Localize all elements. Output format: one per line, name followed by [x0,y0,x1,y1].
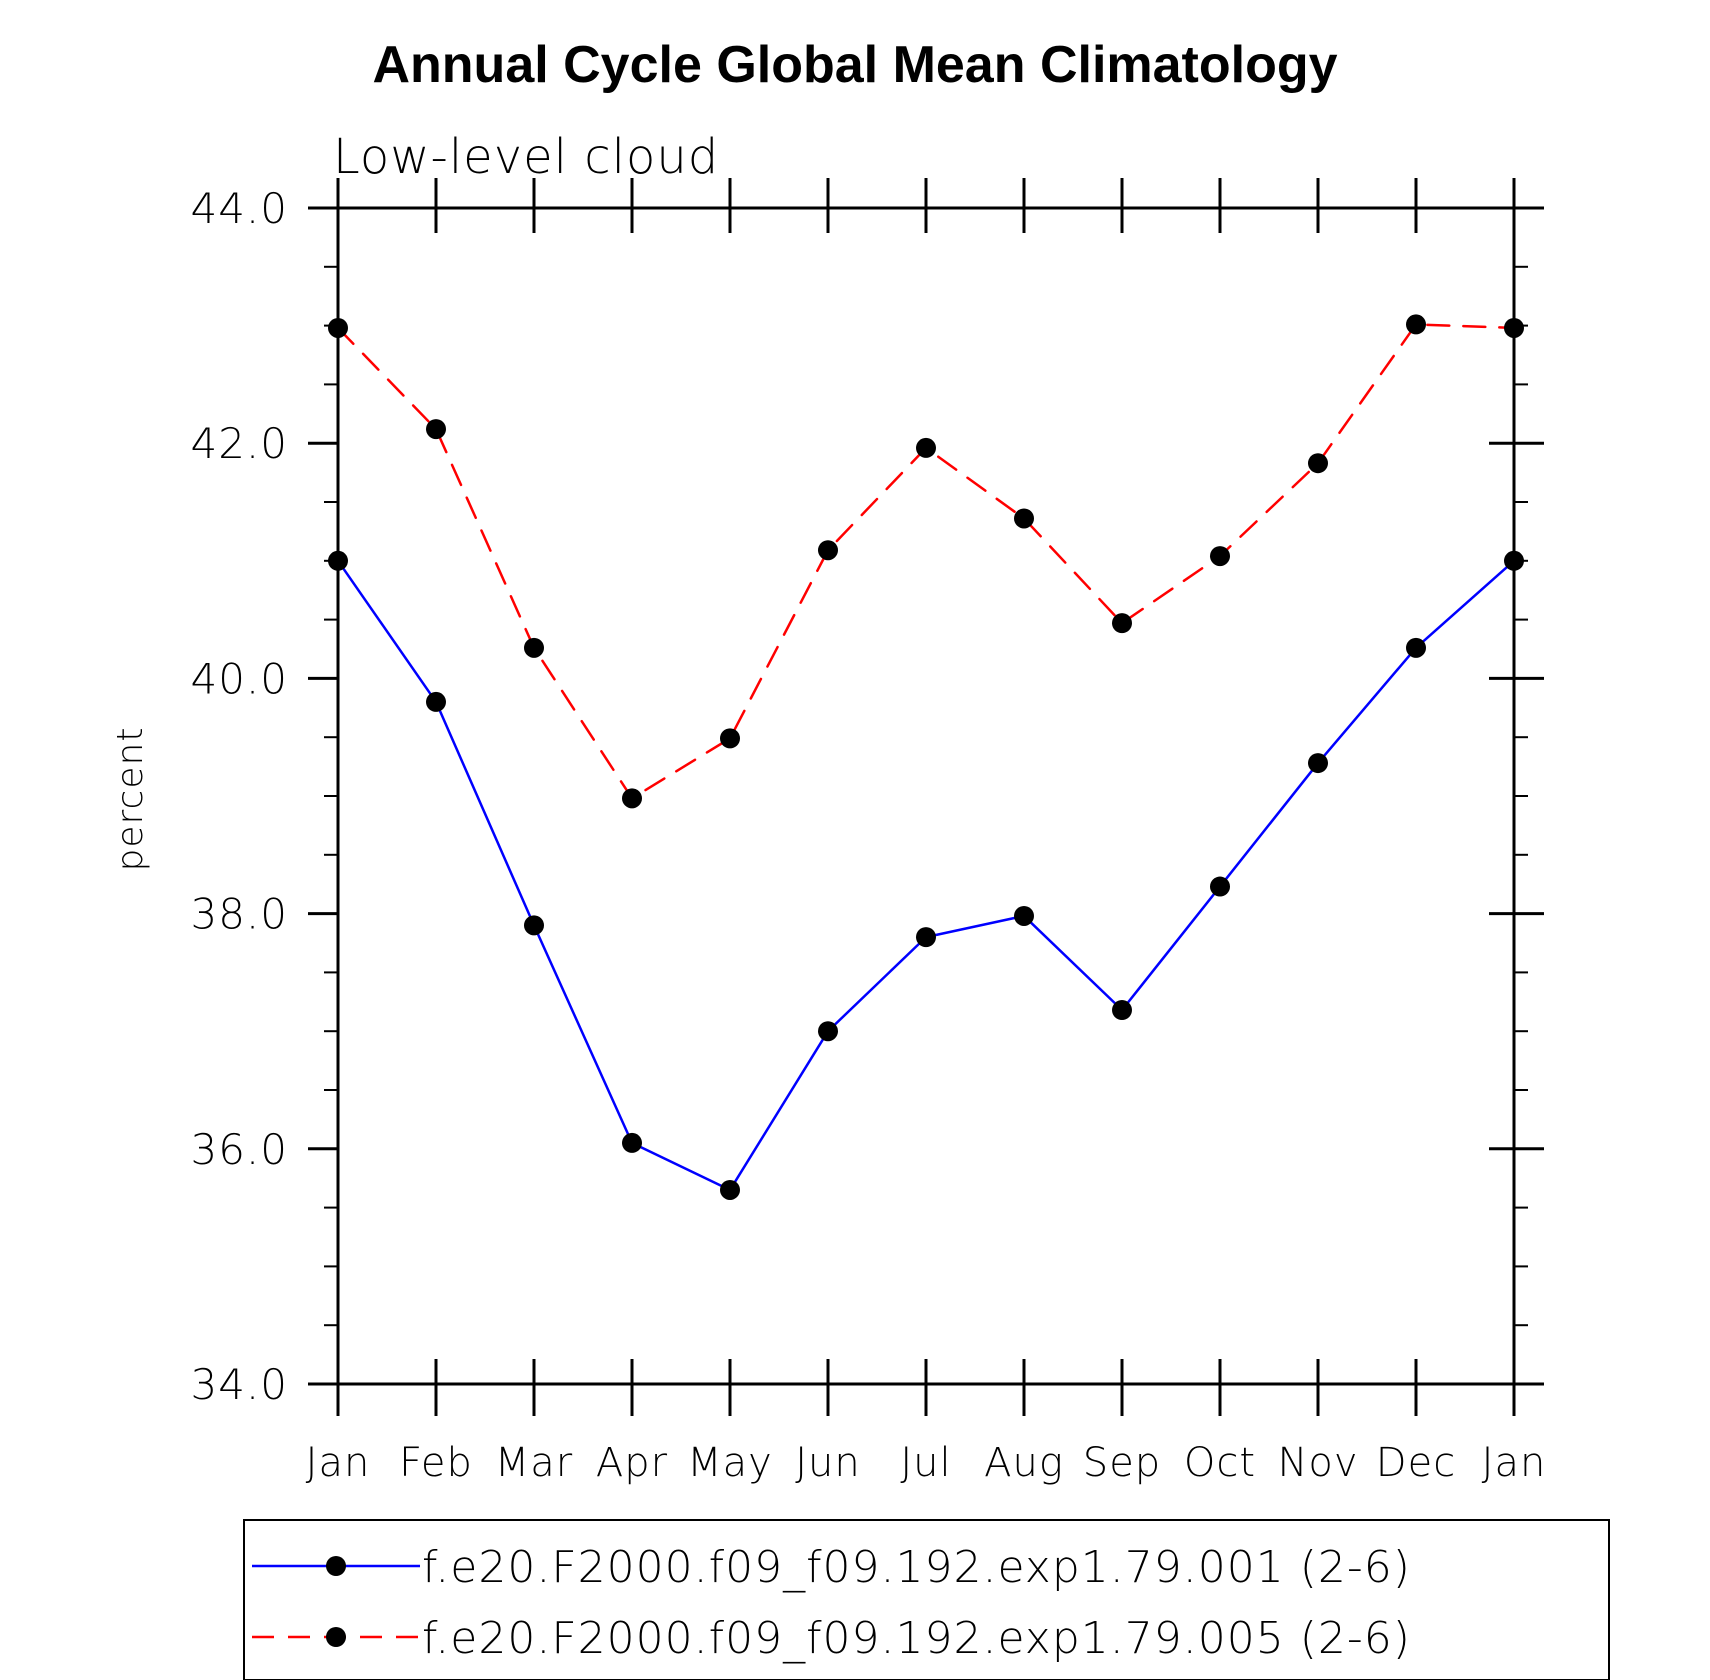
series-2-point [1210,546,1230,567]
series-1-point [1210,876,1230,897]
x-tick-label: Jul [900,1440,951,1486]
series-1-point [1504,550,1524,571]
series-layer [328,314,1524,1200]
y-tick-label: 38.0 [190,890,288,939]
series-2-point [818,540,838,561]
y-major-ticks [308,206,1544,1386]
legend: f.e20.F2000.f09_f09.192.exp1.79.001 (2-6… [243,1519,1610,1680]
y-tick-label: 36.0 [190,1125,288,1174]
x-tick-label: Dec [1376,1440,1456,1486]
series-2-point [1406,314,1426,335]
series-1-point [818,1021,838,1042]
y-tick-labels: 34.0 36.0 38.0 40.0 42.0 44.0 [190,184,288,1409]
x-tick-label: Aug [984,1440,1064,1486]
series-2-point [1112,613,1132,634]
y-tick-label: 44.0 [190,184,288,233]
series-2-point [622,788,642,809]
x-tick-label: Mar [495,1440,573,1486]
series-1-point [524,915,544,936]
series-1-point [720,1179,740,1200]
series-1-point [1014,905,1034,926]
series-1-point [916,927,936,948]
y-tick-label: 34.0 [190,1360,288,1409]
legend-marker-series-1 [326,1556,346,1576]
series-2-point [1308,453,1328,474]
series-2-point [1504,317,1524,338]
legend-marker-series-2 [326,1627,346,1647]
legend-box [243,1519,1610,1680]
x-tick-label: May [687,1440,773,1486]
y-minor-ticks [324,265,1528,1327]
plot-frame [336,206,1516,1386]
y-axis-label: percent [110,727,151,872]
y-tick-label: 40.0 [190,654,288,703]
series-2-point [328,317,348,338]
chart-title: Annual Cycle Global Mean Climatology [372,36,1337,94]
x-tick-label: Jun [795,1440,861,1486]
x-tick-labels: Jan Feb Mar Apr May Jun Jul Aug Sep Oct Nov Dec Jan [306,1440,1547,1486]
series-2-point [524,637,544,658]
x-tick-label: Feb [399,1440,473,1486]
series-1-point [1406,637,1426,658]
series-2-point [1014,508,1034,529]
chart-subtitle: Low-level cloud [333,129,719,185]
x-ticks [336,178,1516,1416]
series-1-point [328,550,348,571]
series-2-point [720,728,740,749]
x-tick-label: Nov [1277,1440,1358,1486]
x-tick-label: Apr [596,1440,668,1486]
series-1-point [1308,753,1328,774]
x-tick-label: Jan [306,1440,371,1486]
series-1-point [426,691,446,712]
series-2-point [916,437,936,458]
series-2-point [426,419,446,440]
y-tick-label: 42.0 [190,419,288,468]
legend-label-series-1: f.e20.F2000.f09_f09.192.exp1.79.001 (2-6… [422,1542,1411,1593]
x-tick-label: Jan [1482,1440,1547,1486]
series-1-point [1112,1000,1132,1021]
legend-label-series-2: f.e20.F2000.f09_f09.192.exp1.79.005 (2-6… [422,1613,1411,1664]
x-tick-label: Sep [1083,1440,1161,1486]
series-1-point [622,1132,642,1153]
x-tick-label: Oct [1184,1440,1256,1486]
